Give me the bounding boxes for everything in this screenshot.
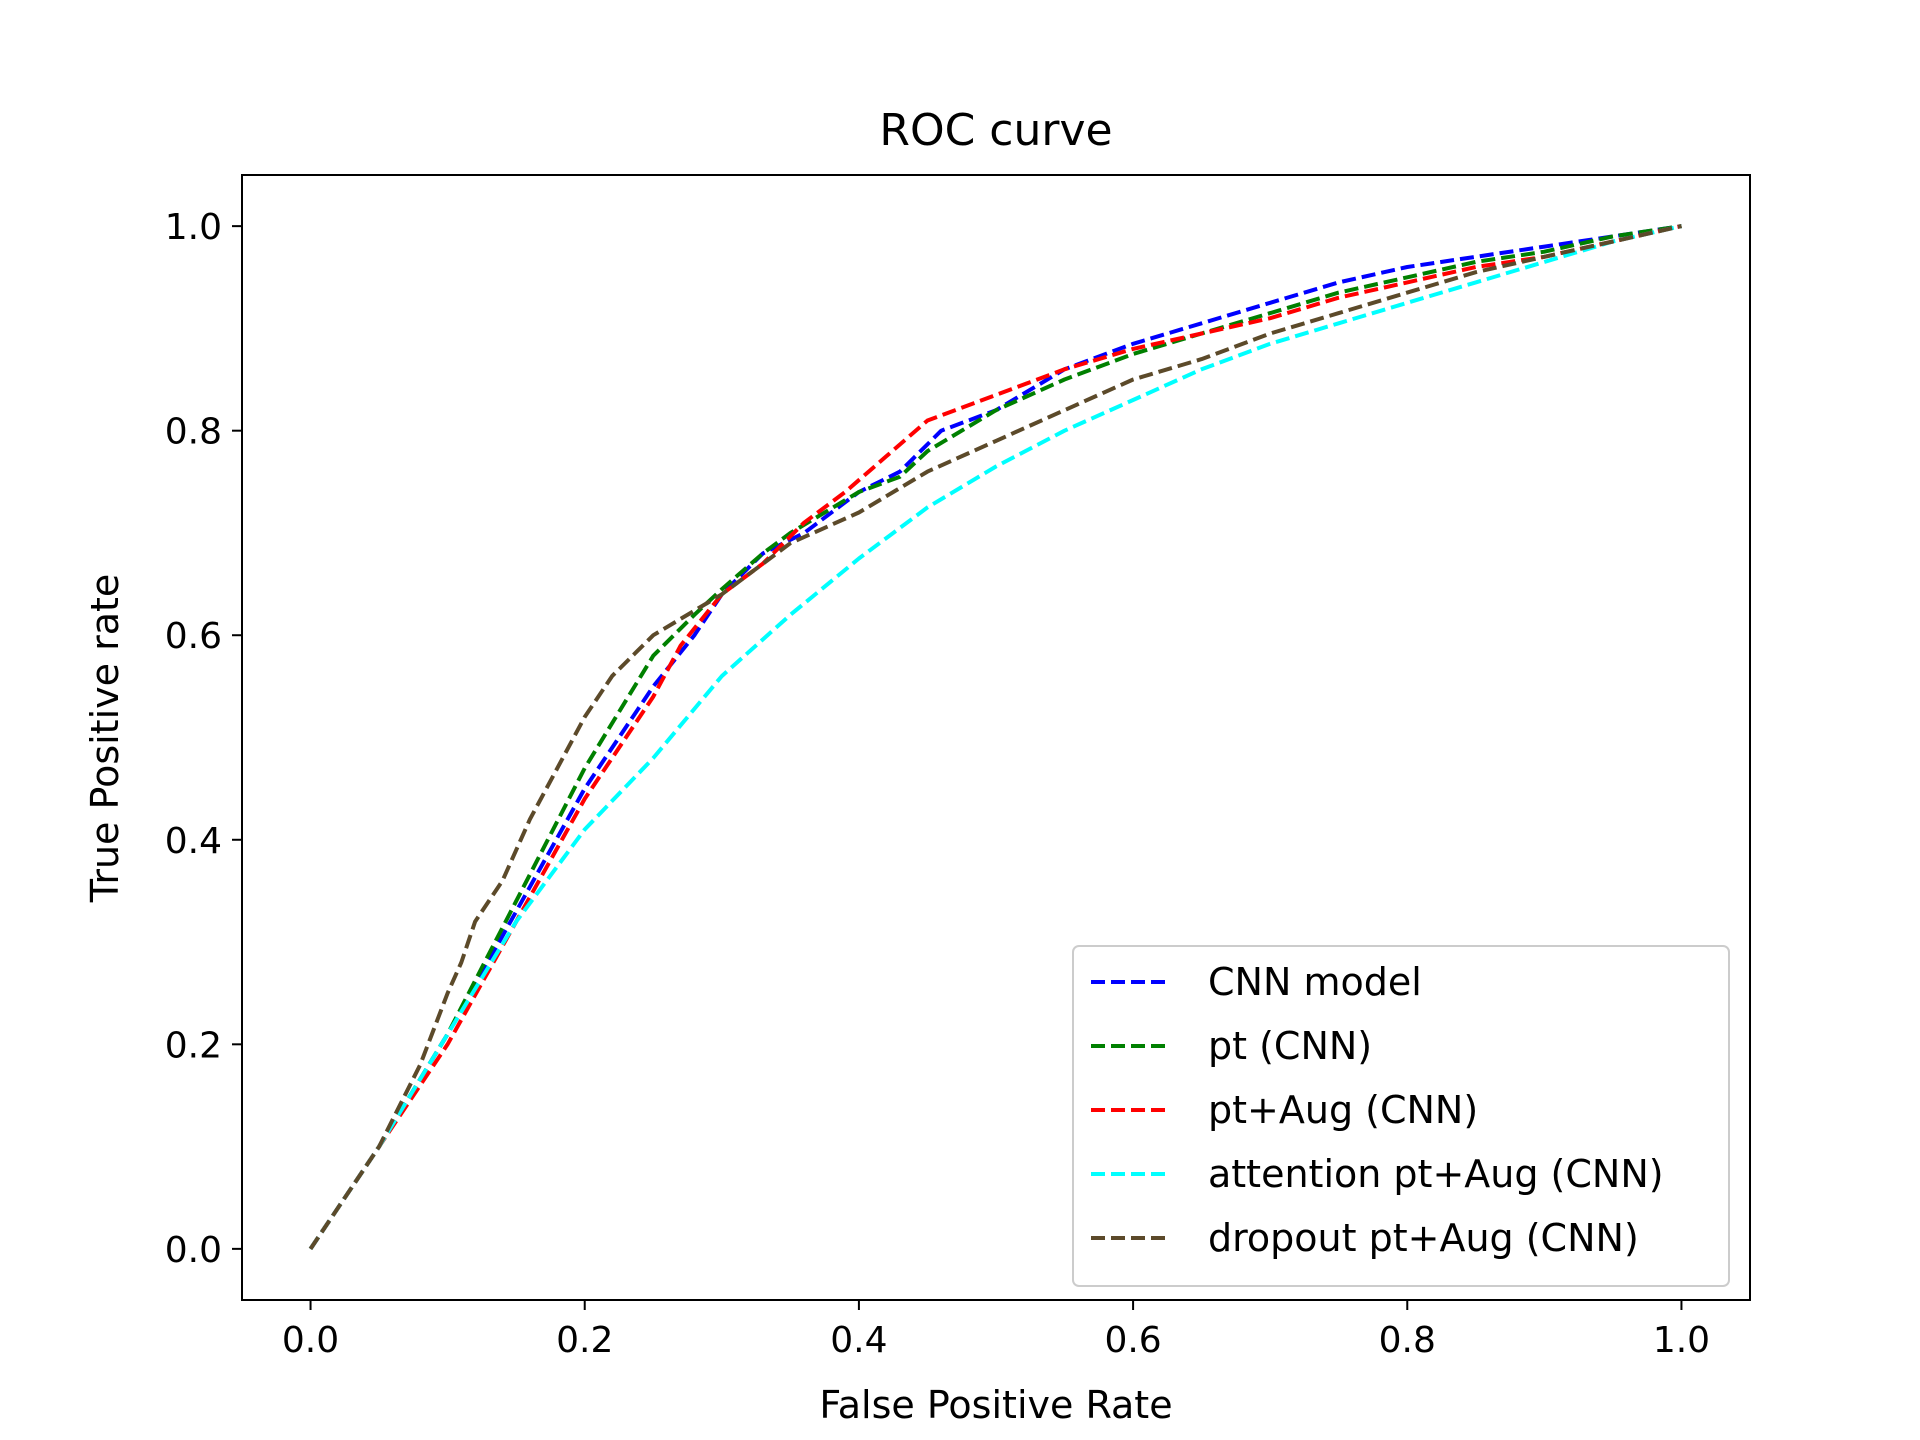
x-axis-label: False Positive Rate [819,1383,1172,1427]
legend: CNN model pt (CNN) pt+Aug (CNN) attention p… [1072,945,1730,1287]
series-line-4 [308,224,1682,1251]
legend-box [1072,945,1730,1287]
y-tick-label: 0.4 [165,821,222,862]
legend-entry-label: attention pt+Aug (CNN) [1208,1152,1664,1196]
x-tick-label: 0.4 [830,1320,887,1361]
series-line-3 [308,224,1682,1251]
x-tick-label: 0.0 [282,1320,339,1361]
chart-title: ROC curve [879,105,1112,156]
legend-entry-label: CNN model [1208,960,1422,1004]
legend-entry-label: pt (CNN) [1208,1024,1372,1068]
series-line-1 [308,224,1682,1251]
x-tick-label: 1.0 [1653,1320,1710,1361]
series-line-5 [308,224,1682,1251]
x-axis: 0.0 0.2 0.4 0.6 0.8 1.0 [282,1300,1710,1361]
y-tick-label: 0.0 [165,1230,222,1271]
y-tick-label: 0.6 [165,616,222,657]
legend-entry-label: dropout pt+Aug (CNN) [1208,1216,1639,1260]
series-line-2 [308,224,1682,1251]
plot-frame [241,174,1751,1301]
x-tick-label: 0.6 [1104,1320,1161,1361]
y-axis-label: True Positive rate [83,574,127,904]
series-group [308,224,1682,1251]
y-tick-label: 0.8 [165,412,222,453]
y-axis: 0.0 0.2 0.4 0.6 0.8 1.0 [165,207,242,1271]
y-tick-label: 1.0 [165,207,222,248]
legend-entry-label: pt+Aug (CNN) [1208,1088,1478,1132]
x-tick-label: 0.8 [1379,1320,1436,1361]
x-tick-label: 0.2 [556,1320,613,1361]
y-tick-label: 0.2 [165,1025,222,1066]
